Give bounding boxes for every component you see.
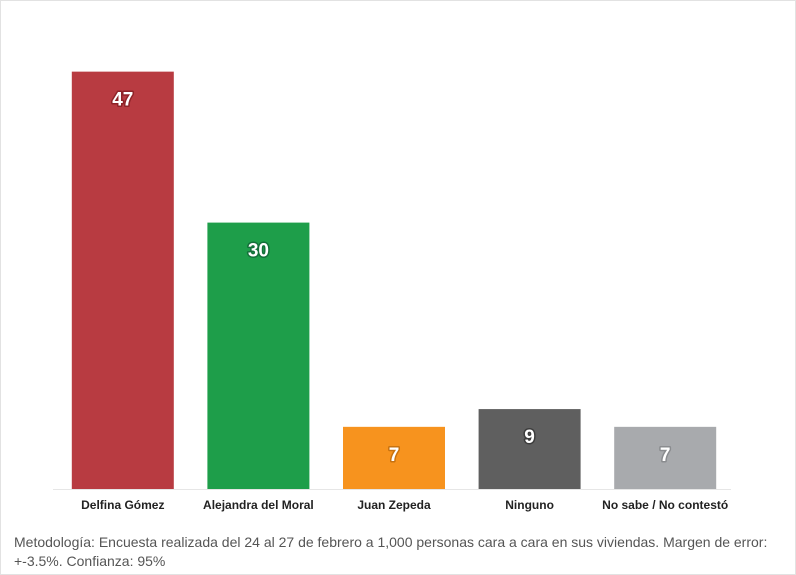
bar <box>478 409 581 489</box>
bar <box>614 426 717 489</box>
bar <box>207 222 310 489</box>
category-tick-label: No sabe / No contestó <box>602 498 728 512</box>
bar-value-label: 7 <box>660 445 671 466</box>
methodology-note: Metodología: Encuesta realizada del 24 a… <box>14 534 768 569</box>
bar <box>343 426 445 489</box>
bar-value-label: 7 <box>389 445 400 466</box>
bar-value-label: 30 <box>248 241 269 262</box>
bar-value-label: 9 <box>524 427 535 448</box>
bar <box>71 71 174 489</box>
category-tick-label: Alejandra del Moral <box>203 498 314 512</box>
category-tick-label: Ninguno <box>505 498 554 512</box>
category-tick-label: Delfina Gómez <box>81 498 164 512</box>
category-tick-label: Juan Zepeda <box>357 498 431 512</box>
bar-chart: 47 Delfina Gómez 30 Alejandra del Moral 7 Jua… <box>53 71 731 512</box>
bar-value-label: 47 <box>112 90 133 111</box>
